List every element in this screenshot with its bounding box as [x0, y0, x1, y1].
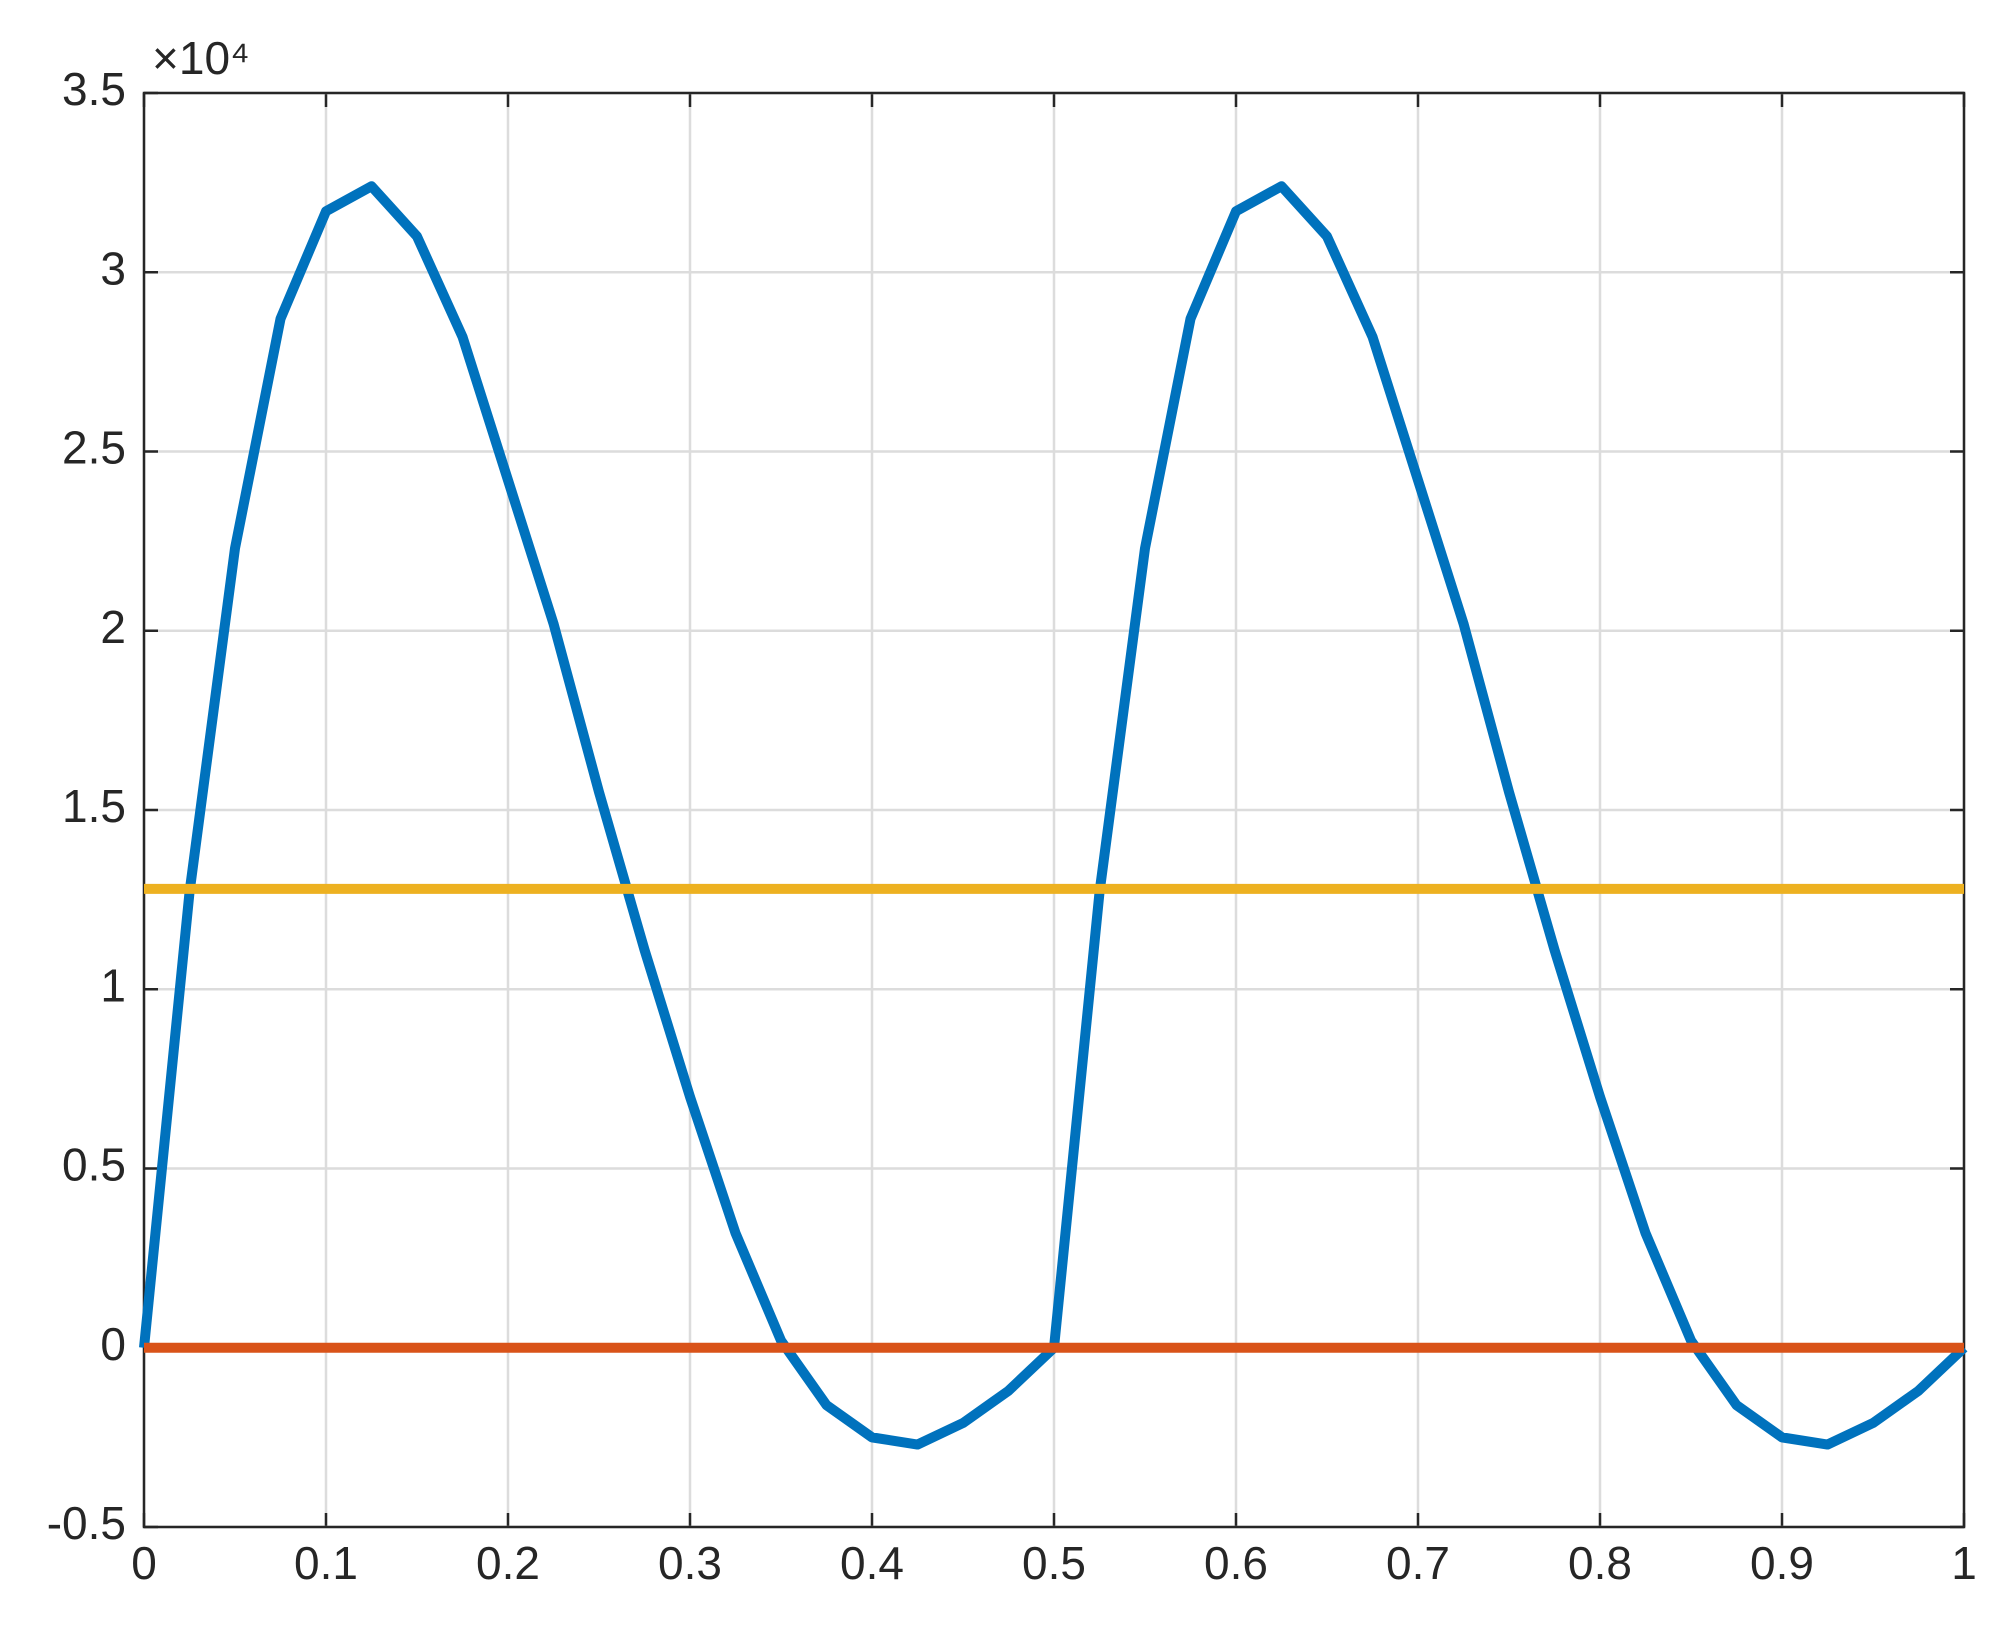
y-tick-label: 2.5 — [62, 422, 126, 474]
axes-box — [142, 91, 1966, 1529]
y-tick-label: 1.5 — [62, 780, 126, 832]
x-tick-label: 0 — [131, 1537, 157, 1589]
y-multiplier: ×10⁴ — [152, 32, 250, 84]
y-tick-label: 3 — [100, 242, 126, 294]
y-tick-label: 0 — [100, 1318, 126, 1370]
y-tick-label: -0.5 — [47, 1497, 126, 1549]
x-tick-label: 0.7 — [1386, 1537, 1450, 1589]
y-tick-label: 3.5 — [62, 63, 126, 115]
y-tick-label: 2 — [100, 601, 126, 653]
y-tick-label: 1 — [100, 959, 126, 1011]
x-tick-label: 0.3 — [658, 1537, 722, 1589]
x-tick-label: 0.1 — [294, 1537, 358, 1589]
x-tick-label: 1 — [1951, 1537, 1977, 1589]
x-tick-label: 0.4 — [840, 1537, 904, 1589]
x-tick-label: 0.2 — [476, 1537, 540, 1589]
x-tick-label: 0.9 — [1750, 1537, 1814, 1589]
x-tick-label: 0.6 — [1204, 1537, 1268, 1589]
y-tick-label: 0.5 — [62, 1139, 126, 1191]
x-tick-label: 0.8 — [1568, 1537, 1632, 1589]
x-tick-label: 0.5 — [1022, 1537, 1086, 1589]
